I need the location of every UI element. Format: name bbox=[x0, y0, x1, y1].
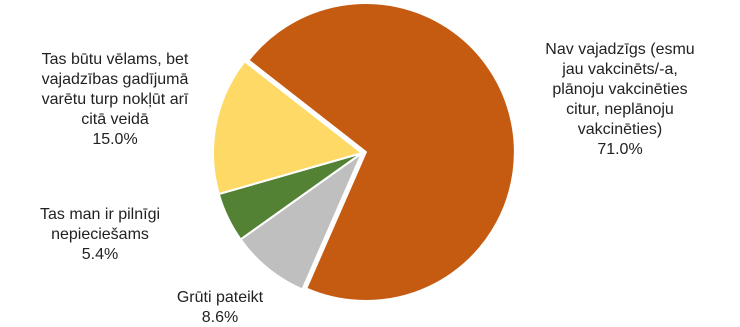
slice-label: Grūti pateikt 8.6% bbox=[110, 288, 330, 327]
value-label: 8.6% bbox=[201, 309, 239, 326]
value-label: 71.0% bbox=[597, 141, 643, 158]
category-label: Nav vajadzīgs (esmu jau vakcinēts/-a, pl… bbox=[545, 41, 695, 138]
category-label: Tas būtu vēlams, bet vajadzības gadījumā… bbox=[41, 51, 189, 128]
category-label: Tas man ir pilnīgi nepieciešams bbox=[39, 206, 161, 243]
value-label: 15.0% bbox=[92, 131, 138, 148]
pie-slice bbox=[212, 59, 365, 196]
slice-label: Nav vajadzīgs (esmu jau vakcinēts/-a, pl… bbox=[510, 40, 730, 160]
slice-label: Tas būtu vēlams, bet vajadzības gadījumā… bbox=[5, 50, 225, 150]
value-label: 5.4% bbox=[81, 246, 119, 263]
slice-label: Tas man ir pilnīgi nepieciešams 5.4% bbox=[0, 205, 210, 265]
category-label: Grūti pateikt bbox=[176, 289, 264, 306]
pie-slice bbox=[247, 2, 516, 303]
